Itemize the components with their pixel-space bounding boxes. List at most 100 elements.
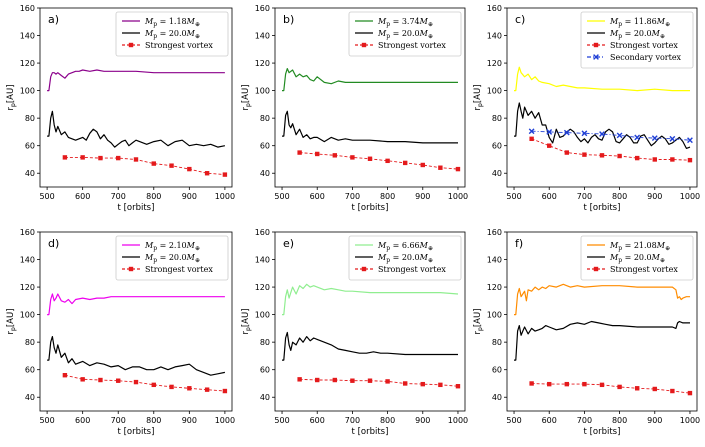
data-point <box>529 136 534 142</box>
chart-panel-c: 500 600 700 800 900 1000 40 60 80 100 120 140 160 t [… <box>473 4 700 213</box>
data-point <box>151 382 156 388</box>
y-tick-label: 100 <box>20 311 35 320</box>
y-tick-label: 140 <box>255 32 270 41</box>
series-line <box>299 378 459 387</box>
x-tick-label: 800 <box>146 192 161 201</box>
legend-label: Strongest vortex <box>378 265 446 274</box>
x-tick-label: 600 <box>310 192 325 201</box>
x-tick-label: 800 <box>146 416 161 425</box>
data-point <box>402 160 408 166</box>
axes-frame <box>506 231 698 412</box>
axes-frame <box>506 7 698 188</box>
data-point <box>564 150 570 155</box>
x-tick-label: 900 <box>182 192 197 201</box>
x-tick-label: 500 <box>506 416 521 425</box>
data-point <box>367 156 373 161</box>
y-tick-label: 40 <box>492 169 502 178</box>
y-tick-label: 160 <box>20 4 35 13</box>
legend: Mp = 2.10M⊕Mp = 20.0M⊕Strongest vortex <box>115 235 229 281</box>
data-point <box>652 157 657 162</box>
data-point <box>582 381 587 387</box>
data-point <box>593 266 599 272</box>
x-axis-label: t [orbits] <box>118 203 155 213</box>
series-line <box>64 374 225 392</box>
y-tick-label: 160 <box>255 4 270 13</box>
chart-panel-f: 500 600 700 800 900 1000 40 60 80 100 120 140 160 t [… <box>473 228 700 437</box>
legend-box <box>348 11 462 57</box>
y-tick-label: 140 <box>255 256 270 265</box>
legend: Mp = 1.18M⊕Mp = 20.0M⊕Strongest vortex <box>115 11 229 57</box>
x-tick-label: 800 <box>612 192 627 201</box>
data-point <box>222 388 228 394</box>
y-tick-label: 60 <box>260 366 270 375</box>
data-point <box>582 152 587 157</box>
legend-label: Mp = 20.0M⊕ <box>377 253 433 264</box>
x-tick-label: 900 <box>647 416 662 425</box>
data-point <box>438 382 443 388</box>
x-tick-label: 500 <box>274 416 289 425</box>
x-axis-label: t [orbits] <box>352 427 389 437</box>
data-point <box>547 381 552 387</box>
y-tick-label: 120 <box>487 59 502 68</box>
y-tick-label: 40 <box>492 393 502 402</box>
x-tick-label: 800 <box>380 192 395 201</box>
y-tick-label: 80 <box>492 338 502 347</box>
data-point <box>187 386 192 391</box>
legend-label: Strongest vortex <box>610 265 678 274</box>
legend-box <box>580 11 694 69</box>
data-point <box>599 131 605 137</box>
x-tick-label: 1000 <box>215 416 235 425</box>
x-tick-label: 600 <box>542 192 557 201</box>
y-tick-label: 80 <box>25 114 35 123</box>
panel-label: d) <box>48 237 59 250</box>
legend: Mp = 6.66M⊕Mp = 20.0M⊕Strongest vortex <box>348 235 462 281</box>
data-point <box>204 171 210 176</box>
data-point <box>528 128 535 135</box>
series-line <box>514 102 691 149</box>
series-line <box>64 156 225 176</box>
legend-box <box>348 235 462 281</box>
y-tick-label: 120 <box>255 59 270 68</box>
x-tick-label: 1000 <box>680 416 700 425</box>
y-tick-label: 100 <box>255 87 270 96</box>
y-tick-label: 100 <box>487 311 502 320</box>
panel-label: b) <box>283 13 294 26</box>
series-line <box>47 69 225 92</box>
data-point <box>634 386 640 391</box>
data-point <box>617 153 622 159</box>
x-tick-label: 1000 <box>680 192 700 201</box>
y-tick-label: 160 <box>487 4 502 13</box>
data-point <box>593 42 599 48</box>
x-tick-label: 800 <box>380 416 395 425</box>
data-point <box>297 377 302 382</box>
data-point <box>128 266 134 272</box>
legend-label: Strongest vortex <box>378 41 446 50</box>
y-axis-label: rp[AU] <box>241 85 252 111</box>
data-point <box>402 381 408 386</box>
y-axis-label: rp[AU] <box>6 309 17 335</box>
y-tick-label: 100 <box>487 87 502 96</box>
series-line <box>299 152 459 170</box>
y-tick-label: 80 <box>260 114 270 123</box>
data-point <box>652 386 657 392</box>
y-tick-label: 140 <box>20 32 35 41</box>
data-point <box>455 166 461 172</box>
data-point <box>529 381 534 386</box>
y-tick-label: 60 <box>260 142 270 151</box>
panel-label: e) <box>283 237 294 250</box>
data-point <box>116 378 121 383</box>
x-tick-label: 600 <box>75 416 90 425</box>
data-point <box>455 384 461 389</box>
legend-label: Mp = 6.66M⊕ <box>377 241 433 252</box>
panel-label: a) <box>48 13 59 26</box>
x-tick-label: 700 <box>111 416 126 425</box>
series-line <box>47 336 226 376</box>
data-point <box>128 42 134 48</box>
y-tick-label: 120 <box>20 283 35 292</box>
plot-area <box>514 66 693 163</box>
data-point <box>670 388 675 394</box>
y-tick-label: 60 <box>492 142 502 151</box>
data-point <box>332 377 338 383</box>
x-tick-label: 1000 <box>448 192 468 201</box>
data-point <box>687 390 693 396</box>
